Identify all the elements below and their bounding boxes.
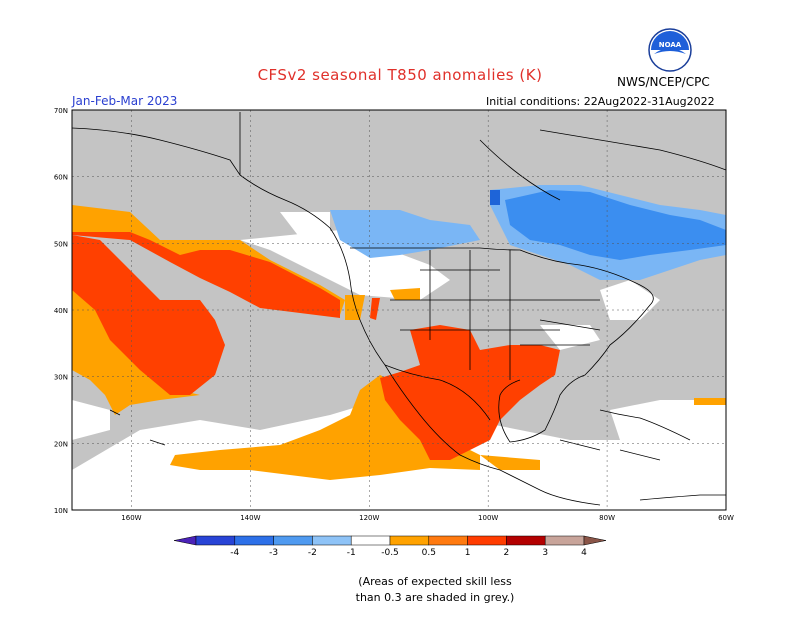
strong-anomaly-nevada <box>370 298 380 320</box>
longitude-label: 140W <box>240 514 260 522</box>
footnote-line2: than 0.3 are shaded in grey.) <box>355 591 515 604</box>
coastline-segment <box>350 247 654 443</box>
colorbar-box <box>389 535 430 546</box>
colorbar: -4 -3 -2 -1 -0.5 0.5 1 2 3 4 <box>173 535 607 558</box>
noaa-logo: NOAA <box>648 28 692 72</box>
coastline-segment <box>390 250 560 380</box>
colorbar-label: -2 <box>308 548 317 558</box>
colorbar-box <box>544 535 585 546</box>
neutral-area-northwest <box>240 230 450 300</box>
latitude-label: 60N <box>54 174 68 182</box>
anomaly-map: 70N 60N 50N 40N 30N 20N 10N 160W 140W 120W 100W 80… <box>54 107 734 522</box>
longitude-label: 160W <box>121 514 141 522</box>
coastline-segment <box>599 409 691 441</box>
coastline-segment <box>71 127 601 506</box>
colorbar-arrow-right <box>583 535 607 546</box>
colorbar-box <box>273 535 313 546</box>
longitude-label: 60W <box>718 514 734 522</box>
longitude-label: 100W <box>478 514 498 522</box>
strong-anomaly-southwest-mexico <box>380 325 560 460</box>
org-label: NWS/NCEP/CPC <box>617 75 710 89</box>
positive-anomaly-caribbean <box>480 455 540 470</box>
neutral-area-east <box>540 325 600 350</box>
coastline-segment <box>479 139 561 201</box>
colorbar-label: 1 <box>465 548 471 558</box>
longitude-label: 120W <box>359 514 379 522</box>
colorbar-box <box>428 535 468 546</box>
map-title: CFSv2 seasonal T850 anomalies (K) <box>257 66 543 84</box>
positive-anomaly-rockies <box>390 288 420 300</box>
neutral-area-south <box>72 480 726 510</box>
colorbar-box <box>467 535 507 546</box>
negative-anomaly-canada-core <box>505 190 726 260</box>
map-frame <box>71 109 727 511</box>
neutral-area-bc <box>280 212 330 240</box>
coastline-segment <box>109 409 166 446</box>
colorbar-arrow-left <box>173 535 197 546</box>
colorbar-label: -3 <box>269 548 278 558</box>
latitude-label: 10N <box>54 507 68 515</box>
positive-anomaly-atlantic <box>694 398 726 405</box>
no-skill-island <box>150 280 200 300</box>
colorbar-label: -1 <box>347 548 356 558</box>
neutral-area-atlantic <box>610 400 726 440</box>
colorbar-label: 4 <box>581 548 587 558</box>
neutral-area-northeast <box>600 280 660 320</box>
strong-anomaly-central-pacific <box>72 235 225 395</box>
initial-conditions-label: Initial conditions: 22Aug2022-31Aug2022 <box>486 95 715 108</box>
coastline-segment <box>520 299 601 346</box>
colorbar-label: 2 <box>504 548 510 558</box>
coastlines <box>71 112 727 506</box>
negative-anomaly-hudson <box>490 190 500 205</box>
latitude-label: 70N <box>54 107 68 115</box>
longitude-label: 80W <box>599 514 615 522</box>
colorbar-box <box>195 535 236 546</box>
positive-anomaly-california <box>345 295 365 320</box>
latitude-label: 50N <box>54 240 68 248</box>
graticule <box>72 110 726 510</box>
coastline-segment <box>384 364 491 421</box>
colorbar-label: -0.5 <box>381 548 399 558</box>
colorbar-label: -4 <box>230 548 239 558</box>
neutral-area-west <box>72 400 110 440</box>
longitude-labels: 160W 140W 120W 100W 80W 60W <box>121 514 734 522</box>
negative-anomaly-northwest <box>330 210 480 258</box>
latitude-labels: 70N 60N 50N 40N 30N 20N 10N <box>54 107 68 515</box>
coastline-segment <box>559 439 661 461</box>
svg-text:NOAA: NOAA <box>659 41 682 49</box>
coastline-segment <box>539 129 727 171</box>
latitude-label: 20N <box>54 440 68 448</box>
footnote-line1: (Areas of expected skill less <box>358 575 512 588</box>
coastline-segment <box>639 494 726 501</box>
colorbar-box <box>234 535 274 546</box>
latitude-label: 30N <box>54 374 68 382</box>
latitude-label: 40N <box>54 307 68 315</box>
colorbar-label: 3 <box>542 548 548 558</box>
colorbar-label: 0.5 <box>422 548 436 558</box>
strong-anomaly-north-pacific <box>72 232 340 318</box>
season-label: Jan-Feb-Mar 2023 <box>72 94 178 108</box>
colorbar-box <box>350 535 391 546</box>
colorbar-box <box>506 535 546 546</box>
colorbar-box <box>312 535 352 546</box>
